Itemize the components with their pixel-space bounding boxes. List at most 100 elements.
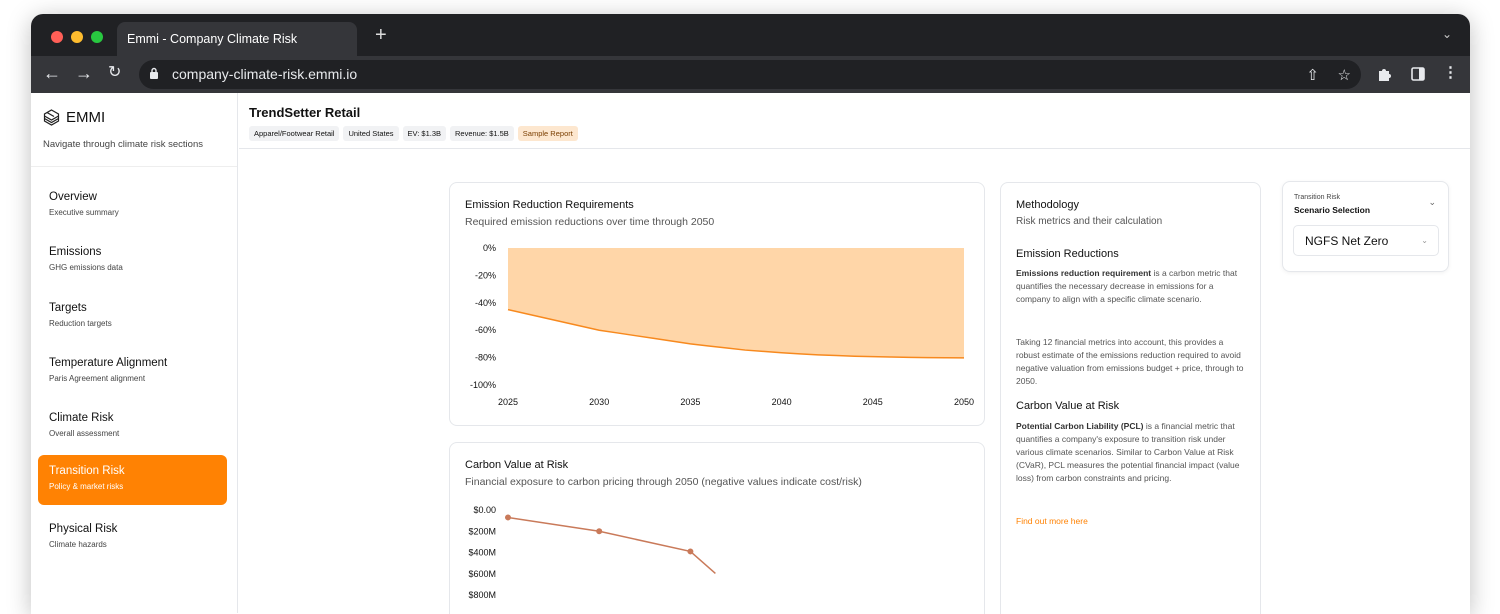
cvar-card-title: Carbon Value at Risk [465,459,569,471]
y-tick-label: $0.00 [473,505,496,515]
y-tick-label: -20% [475,270,496,280]
forward-arrow-icon[interactable]: → [75,63,93,83]
y-tick-label: $600M [468,569,496,579]
emission-method-paragraph: Taking 12 financial metrics into account… [1016,337,1244,386]
sidebar-item-physical-risk[interactable]: Physical Risk Climate hazards [38,513,227,563]
company-header: TrendSetter Retail Apparel/Footwear Reta… [239,93,1470,149]
sidebar-item-title: Temperature Alignment [49,357,168,369]
carbon-value-at-risk-chart: $0.00$200M$400M$600M$800M [468,505,716,600]
sidebar-item-climate-risk[interactable]: Climate Risk Overall assessment [38,402,227,452]
browser-tab[interactable]: Emmi - Company Climate Risk [117,22,357,56]
sidebar-item-subtitle: Climate hazards [49,540,107,549]
x-tick-label: 2040 [772,397,792,407]
revenue-tag: Revenue: $1.5B [450,126,514,141]
cvar-point [687,548,694,555]
sidebar-item-title: Emissions [49,246,102,258]
sidebar-item-title: Targets [49,302,87,314]
emission-reductions-heading: Emission Reductions [1016,248,1119,260]
y-tick-label: $400M [468,548,496,558]
new-tab-icon[interactable]: + [375,24,387,46]
minimize-window-button[interactable] [71,31,83,43]
scenario-select[interactable]: NGFS Net Zero ⌄ [1293,225,1439,256]
scenario-title: Scenario Selection [1294,205,1371,215]
cvar-point [505,514,511,521]
sidebar-item-subtitle: Executive summary [49,208,119,217]
lock-icon [150,67,158,79]
emission-area [508,248,964,358]
tab-title: Emmi - Company Climate Risk [127,32,298,46]
sidebar-item-subtitle: GHG emissions data [49,263,123,272]
sidebar-item-emissions[interactable]: Emissions GHG emissions data [38,236,227,286]
close-window-button[interactable] [51,31,63,43]
share-icon[interactable]: ⇧ [1306,67,1319,84]
side-panel-icon[interactable] [1411,67,1425,81]
back-arrow-icon[interactable]: ← [43,63,61,83]
reload-icon[interactable]: ↻ [108,64,122,81]
sidebar-item-subtitle: Paris Agreement alignment [49,374,146,383]
methodology-card: Methodology Risk metrics and their calcu… [1000,182,1261,614]
company-name: TrendSetter Retail [249,105,361,120]
y-tick-label: -80% [475,353,496,363]
browser-toolbar: ← → ↻ company-climate-risk.emmi.io ⇧ ☆ ⋮ [31,56,1470,93]
carbon-value-at-risk-card: Carbon Value at Risk Financial exposure … [449,442,985,614]
emission-term: Emissions reduction requirement [1016,268,1152,278]
scenario-label: Transition Risk [1294,194,1341,201]
sidebar-item-subtitle: Overall assessment [49,429,120,438]
sidebar-item-title: Overview [49,191,97,203]
pcl-definition: is a financial metric that quantifies a … [1016,421,1240,483]
emission-card-subtitle: Required emission reductions over time t… [465,216,715,228]
brand-logo[interactable]: EMMI [43,109,105,126]
cvar-line [507,516,716,575]
emission-definition: is a carbon metric that quantifies the n… [1016,268,1238,304]
y-tick-label: $200M [468,526,496,536]
carbon-value-at-risk-heading: Carbon Value at Risk [1016,400,1120,412]
sidebar-divider [31,166,237,167]
y-tick-label: -60% [475,325,496,335]
sidebar-item-title: Physical Risk [49,523,118,535]
extensions-puzzle-icon[interactable] [1377,66,1393,82]
pcl-term: Potential Carbon Liability (PCL) [1016,421,1144,431]
company-tags: Apparel/Footwear Retail United States EV… [249,126,1460,141]
sidebar-item-temperature-alignment[interactable]: Temperature Alignment Paris Agreement al… [38,347,227,397]
country-tag: United States [343,126,399,141]
scenario-selected-value: NGFS Net Zero [1305,234,1389,248]
emission-reduction-chart: 0% -20% -40% -60% -80% -100%2025 2030 2035 2040 2… [470,243,974,407]
sample-report-badge: Sample Report [517,126,578,141]
sidebar-item-transition-risk[interactable]: Transition Risk Policy & market risks [38,455,227,505]
tab-search-chevron-icon[interactable]: ⌄ [1441,27,1452,41]
emission-card-title: Emission Reduction Requirements [465,199,634,211]
address-bar[interactable]: company-climate-risk.emmi.io ⇧ ☆ [139,60,1361,89]
y-tick-label: -40% [475,298,496,308]
tab-bar: Emmi - Company Climate Risk + ⌄ [31,14,1470,56]
x-tick-label: 2050 [954,397,974,407]
sector-tag: Apparel/Footwear Retail [249,126,340,141]
emission-line [507,308,965,359]
select-chevron-down-icon: ⌄ [1421,236,1428,245]
sidebar-item-overview[interactable]: Overview Executive summary [38,181,227,231]
methodology-title: Methodology [1016,199,1079,211]
y-tick-label: -100% [470,380,496,390]
web-page: EMMI Navigate through climate risk secti… [31,93,1470,614]
more-menu-icon[interactable]: ⋮ [1443,64,1458,81]
emission-reductions-paragraph: Emissions reduction requirement is a car… [1016,267,1248,306]
bookmark-star-icon[interactable]: ☆ [1337,67,1351,84]
browser-window: Emmi - Company Climate Risk + ⌄ ← → ↻ co… [31,14,1470,614]
sidebar-item-title: Transition Risk [49,465,125,477]
sidebar-subtitle: Navigate through climate risk sections [43,139,203,150]
collapse-chevron-icon[interactable]: ⌄ [1428,197,1436,207]
ev-tag: EV: $1.3B [402,126,446,141]
sidebar-item-subtitle: Reduction targets [49,319,112,328]
x-tick-label: 2030 [589,397,609,407]
emmi-logo-icon [43,109,60,126]
find-out-more-link[interactable]: Find out more here [1016,516,1088,526]
methodology-subtitle: Risk metrics and their calculation [1016,216,1163,227]
pcl-paragraph: Potential Carbon Liability (PCL) is a fi… [1016,420,1248,485]
x-tick-label: 2045 [863,397,883,407]
cvar-card-subtitle: Financial exposure to carbon pricing thr… [465,476,862,488]
y-tick-label: 0% [483,243,496,253]
sidebar-item-targets[interactable]: Targets Reduction targets [38,292,227,342]
x-tick-label: 2035 [680,397,700,407]
maximize-window-button[interactable] [91,31,103,43]
scenario-selection-panel: Transition Risk Scenario Selection ⌄ NGF… [1282,181,1449,272]
brand-name: EMMI [66,109,106,126]
